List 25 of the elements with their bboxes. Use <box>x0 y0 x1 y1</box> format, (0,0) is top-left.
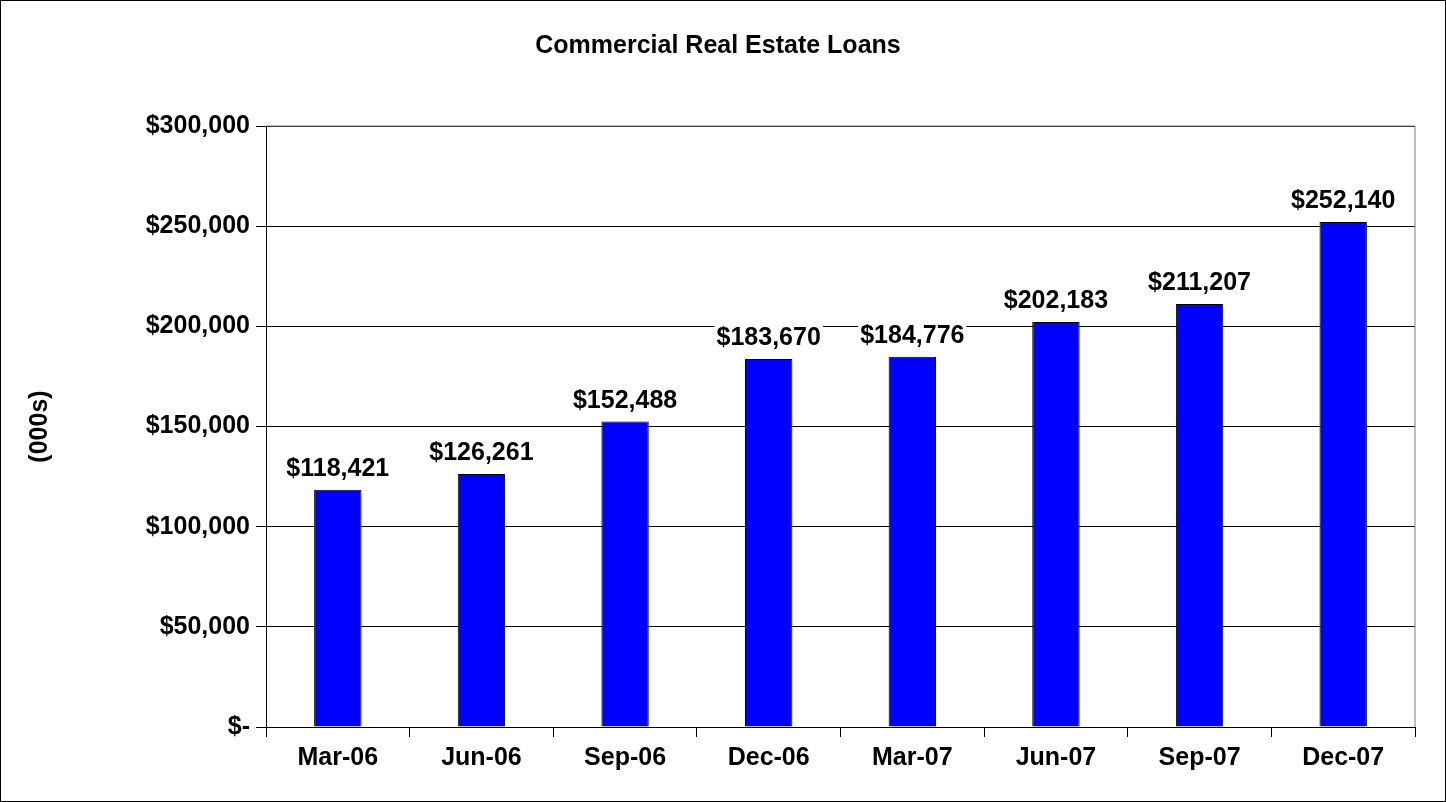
chart-title: Commercial Real Estate Loans <box>535 29 901 58</box>
data-label: $202,183 <box>1003 285 1109 314</box>
data-label: $252,140 <box>1291 185 1396 214</box>
data-label: $126,261 <box>429 437 534 466</box>
y-tick-label: $50,000 <box>159 610 250 639</box>
x-tick-label: Dec-06 <box>727 741 810 770</box>
y-axis-title: (000s) <box>23 390 52 463</box>
y-tick-label: $150,000 <box>145 410 250 439</box>
x-tick-label: Dec-07 <box>1302 741 1385 770</box>
y-tick-label: $300,000 <box>145 109 250 138</box>
y-tick-label: $100,000 <box>145 510 250 539</box>
data-label: $152,488 <box>572 384 678 413</box>
data-label: $211,207 <box>1148 267 1252 296</box>
data-label: $184,776 <box>860 320 965 349</box>
data-label: $118,421 <box>286 453 390 482</box>
x-tick-label: Jun-07 <box>1015 741 1097 770</box>
x-tick-label: Sep-06 <box>584 741 667 770</box>
x-tick-label: Mar-07 <box>872 741 953 770</box>
x-tick-label: Mar-06 <box>297 741 379 770</box>
x-tick-label: Jun-06 <box>441 741 522 770</box>
y-tick-label: $200,000 <box>145 310 250 339</box>
y-tick-label: $250,000 <box>145 210 250 239</box>
x-tick-label: Sep-07 <box>1158 741 1241 770</box>
y-tick-label: $- <box>227 710 250 739</box>
data-label: $183,670 <box>716 322 821 351</box>
